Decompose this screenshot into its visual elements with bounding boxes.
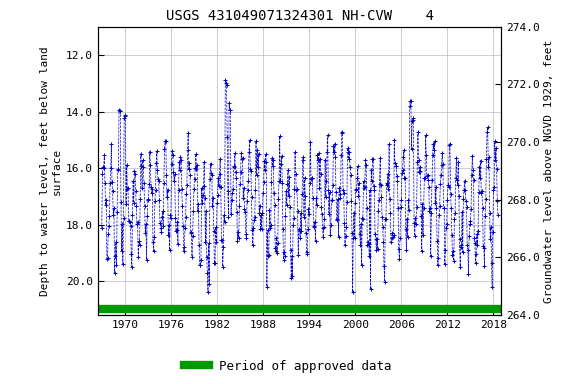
- Title: USGS 431049071324301 NH-CVW    4: USGS 431049071324301 NH-CVW 4: [165, 9, 434, 23]
- Legend: Period of approved data: Period of approved data: [179, 355, 397, 378]
- Y-axis label: Groundwater level above NGVD 1929, feet: Groundwater level above NGVD 1929, feet: [544, 39, 554, 303]
- Y-axis label: Depth to water level, feet below land
surface: Depth to water level, feet below land su…: [40, 46, 62, 296]
